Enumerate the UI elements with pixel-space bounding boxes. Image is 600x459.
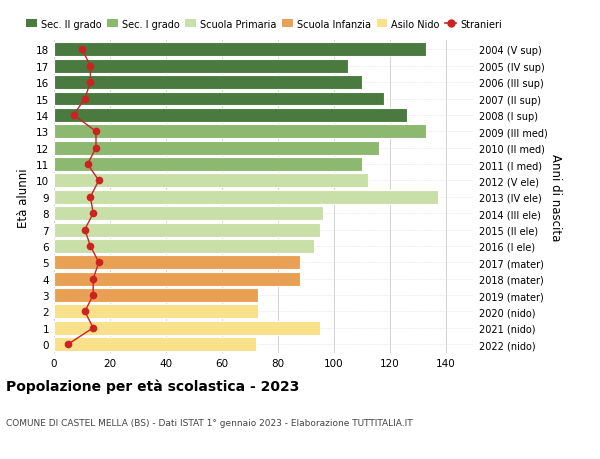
Bar xyxy=(54,337,256,352)
Text: Popolazione per età scolastica - 2023: Popolazione per età scolastica - 2023 xyxy=(6,379,299,393)
Bar xyxy=(54,190,437,204)
Bar xyxy=(54,76,362,90)
Bar xyxy=(54,109,407,123)
Bar xyxy=(54,288,259,302)
Legend: Sec. II grado, Sec. I grado, Scuola Primaria, Scuola Infanzia, Asilo Nido, Stran: Sec. II grado, Sec. I grado, Scuola Prim… xyxy=(22,16,506,34)
Y-axis label: Anni di nascita: Anni di nascita xyxy=(548,154,562,241)
Bar xyxy=(54,60,348,73)
Text: COMUNE DI CASTEL MELLA (BS) - Dati ISTAT 1° gennaio 2023 - Elaborazione TUTTITAL: COMUNE DI CASTEL MELLA (BS) - Dati ISTAT… xyxy=(6,418,413,427)
Bar xyxy=(54,256,301,270)
Bar xyxy=(54,272,301,286)
Bar xyxy=(54,141,379,155)
Bar xyxy=(54,223,320,237)
Bar xyxy=(54,240,314,253)
Bar xyxy=(54,321,320,335)
Bar xyxy=(54,125,427,139)
Bar xyxy=(54,43,427,57)
Bar xyxy=(54,174,368,188)
Bar xyxy=(54,305,259,319)
Bar xyxy=(54,92,385,106)
Bar xyxy=(54,207,323,221)
Y-axis label: Età alunni: Età alunni xyxy=(17,168,31,227)
Bar xyxy=(54,158,362,172)
